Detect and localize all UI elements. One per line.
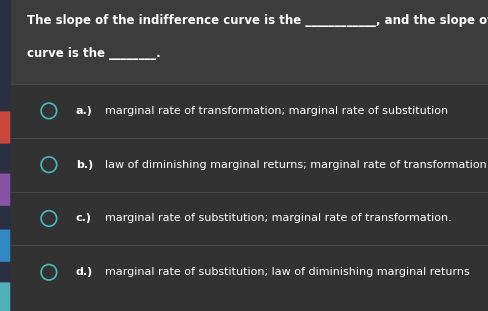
- Text: law of diminishing marginal returns; marginal rate of transformation: law of diminishing marginal returns; mar…: [105, 160, 486, 170]
- Text: b.): b.): [76, 160, 93, 170]
- FancyBboxPatch shape: [0, 111, 10, 144]
- Text: a.): a.): [76, 106, 93, 116]
- Text: marginal rate of transformation; marginal rate of substitution: marginal rate of transformation; margina…: [105, 106, 447, 116]
- Text: curve is the ________.: curve is the ________.: [27, 47, 161, 60]
- Text: marginal rate of substitution; marginal rate of transformation.: marginal rate of substitution; marginal …: [105, 213, 451, 224]
- FancyBboxPatch shape: [0, 0, 488, 84]
- FancyBboxPatch shape: [0, 84, 488, 311]
- Text: d.): d.): [76, 267, 93, 277]
- FancyBboxPatch shape: [0, 282, 10, 311]
- Text: marginal rate of substitution; law of diminishing marginal returns: marginal rate of substitution; law of di…: [105, 267, 469, 277]
- FancyBboxPatch shape: [0, 0, 11, 311]
- FancyBboxPatch shape: [0, 174, 10, 206]
- Text: c.): c.): [76, 213, 92, 224]
- Text: The slope of the indifference curve is the ____________, and the slope of the bu: The slope of the indifference curve is t…: [27, 14, 488, 27]
- FancyBboxPatch shape: [0, 230, 10, 262]
